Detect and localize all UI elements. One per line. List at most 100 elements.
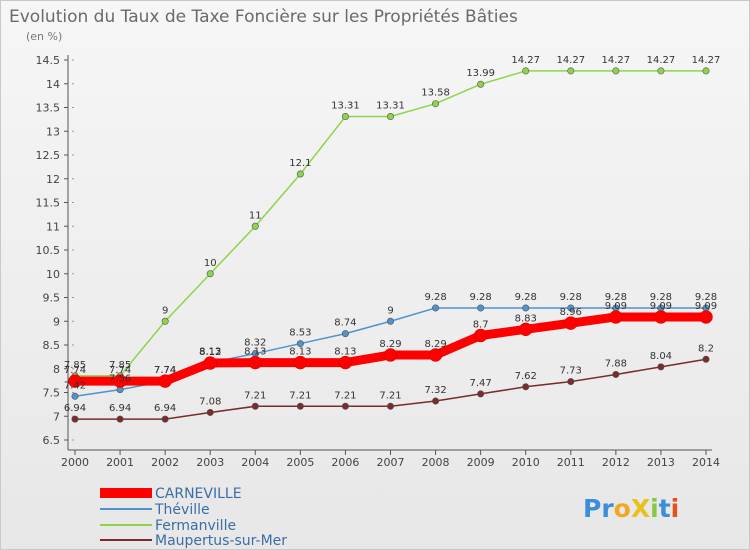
y-tick-label: 10.5 xyxy=(36,244,61,257)
logo-letter: o xyxy=(614,494,631,523)
data-point-th-ville xyxy=(71,392,79,400)
data-point-carneville xyxy=(428,348,443,362)
data-point-fermanville xyxy=(341,113,349,121)
data-label-th-ville: 9.28 xyxy=(605,292,627,303)
data-point-maupertus-sur-mer xyxy=(477,390,485,398)
data-label-carneville: 8.13 xyxy=(334,347,356,358)
data-label-carneville: 7.74 xyxy=(109,365,131,376)
data-label-maupertus-sur-mer: 8.2 xyxy=(698,343,714,354)
data-label-th-ville: 8.32 xyxy=(244,338,266,349)
x-tick-label: 2012 xyxy=(602,456,630,469)
y-tick-label: 10 xyxy=(46,268,60,281)
data-label-th-ville: 8.53 xyxy=(289,328,311,339)
data-point-maupertus-sur-mer xyxy=(296,402,304,410)
x-tick-label: 2010 xyxy=(512,456,540,469)
data-point-maupertus-sur-mer xyxy=(206,408,214,416)
x-tick-label: 2004 xyxy=(241,456,269,469)
data-point-carneville xyxy=(699,310,713,324)
data-point-maupertus-sur-mer xyxy=(161,415,169,423)
data-point-fermanville xyxy=(477,80,485,88)
data-point-maupertus-sur-mer xyxy=(386,402,394,410)
x-tick-label: 2006 xyxy=(331,456,359,469)
data-point-maupertus-sur-mer xyxy=(702,355,710,363)
data-label-fermanville: 14.27 xyxy=(602,55,631,66)
logo-letter: X xyxy=(631,494,650,523)
data-label-carneville: 8.29 xyxy=(379,339,401,350)
proxiti-logo: ProXiti xyxy=(583,494,679,523)
data-point-carneville xyxy=(518,322,533,337)
data-point-carneville xyxy=(158,374,172,388)
x-tick-label: 2003 xyxy=(196,456,224,469)
data-label-fermanville: 13.31 xyxy=(376,101,405,112)
data-label-carneville: 8.12 xyxy=(199,347,221,358)
data-point-fermanville xyxy=(251,222,259,230)
legend-label-fermanville: Fermanville xyxy=(155,518,236,534)
data-label-carneville: 9.09 xyxy=(695,301,717,312)
legend-label-maupertus: Maupertus-sur-Mer xyxy=(155,533,287,549)
data-label-th-ville: 9.28 xyxy=(470,292,492,303)
data-label-maupertus-sur-mer: 7.32 xyxy=(424,385,446,396)
x-tick-label: 2011 xyxy=(557,456,585,469)
data-label-maupertus-sur-mer: 8.04 xyxy=(650,351,672,362)
data-label-fermanville: 13.58 xyxy=(421,88,450,99)
x-tick-label: 2001 xyxy=(106,456,134,469)
data-label-th-ville: 9.28 xyxy=(650,292,672,303)
data-point-fermanville xyxy=(567,67,575,75)
data-label-maupertus-sur-mer: 7.21 xyxy=(289,390,311,401)
data-label-maupertus-sur-mer: 7.08 xyxy=(199,396,221,407)
y-tick-label: 14.5 xyxy=(36,54,61,67)
legend: CARNEVILLE Théville Fermanville Maupertu… xyxy=(100,486,287,549)
data-label-th-ville: 9.28 xyxy=(424,292,446,303)
data-label-th-ville: 8.74 xyxy=(334,318,356,329)
y-tick-label: 12.5 xyxy=(36,149,61,162)
data-label-carneville: 7.74 xyxy=(64,365,86,376)
data-label-th-ville: 8.13 xyxy=(199,347,221,358)
x-tick-label: 2005 xyxy=(286,456,314,469)
data-label-fermanville: 11 xyxy=(249,210,262,221)
y-tick-label: 8 xyxy=(53,363,60,376)
x-tick-label: 2009 xyxy=(467,456,495,469)
data-point-carneville xyxy=(609,310,623,324)
data-label-fermanville: 12.1 xyxy=(289,158,311,169)
data-point-carneville xyxy=(654,310,668,324)
data-label-fermanville: 14.27 xyxy=(511,55,540,66)
logo-letter: t xyxy=(659,494,671,523)
y-tick-label: 6.5 xyxy=(43,434,61,447)
data-label-th-ville: 9 xyxy=(387,305,393,316)
y-tick-label: 7 xyxy=(53,410,60,423)
data-point-fermanville xyxy=(432,100,440,108)
data-point-maupertus-sur-mer xyxy=(522,383,530,391)
data-point-carneville xyxy=(564,316,578,330)
data-point-th-ville xyxy=(386,317,394,325)
data-point-maupertus-sur-mer xyxy=(251,402,259,410)
data-point-maupertus-sur-mer xyxy=(567,378,575,386)
data-point-maupertus-sur-mer xyxy=(71,415,79,423)
data-label-fermanville: 13.31 xyxy=(331,101,360,112)
data-point-th-ville xyxy=(477,304,485,312)
data-label-fermanville: 9 xyxy=(162,305,168,316)
data-label-th-ville: 9.28 xyxy=(515,292,537,303)
data-label-carneville: 7.74 xyxy=(154,365,176,376)
x-tick-label: 2013 xyxy=(647,456,675,469)
data-point-carneville xyxy=(473,328,488,343)
data-point-fermanville xyxy=(522,67,530,75)
data-point-carneville xyxy=(248,355,263,370)
x-tick-label: 2014 xyxy=(692,456,720,469)
logo-letter: i xyxy=(671,494,680,523)
data-point-carneville xyxy=(68,374,82,388)
data-label-th-ville: 7.74 xyxy=(154,365,176,376)
data-label-maupertus-sur-mer: 7.21 xyxy=(334,390,356,401)
data-label-carneville: 8.83 xyxy=(515,313,537,324)
data-label-carneville: 8.29 xyxy=(424,339,446,350)
x-tick-label: 2002 xyxy=(151,456,179,469)
data-point-carneville xyxy=(203,356,217,370)
data-label-th-ville: 9.28 xyxy=(560,292,582,303)
y-ticks: 6.5 7 7.5 8 8.5 9 9.5 10 10.5 11 11.5 12 12.5 13 13.5 1… xyxy=(36,54,74,447)
data-label-fermanville: 14.27 xyxy=(647,55,676,66)
x-tick-label: 2000 xyxy=(61,456,89,469)
data-point-fermanville xyxy=(296,170,304,178)
y-tick-label: 9 xyxy=(53,315,60,328)
legend-label-carneville: CARNEVILLE xyxy=(155,486,242,502)
